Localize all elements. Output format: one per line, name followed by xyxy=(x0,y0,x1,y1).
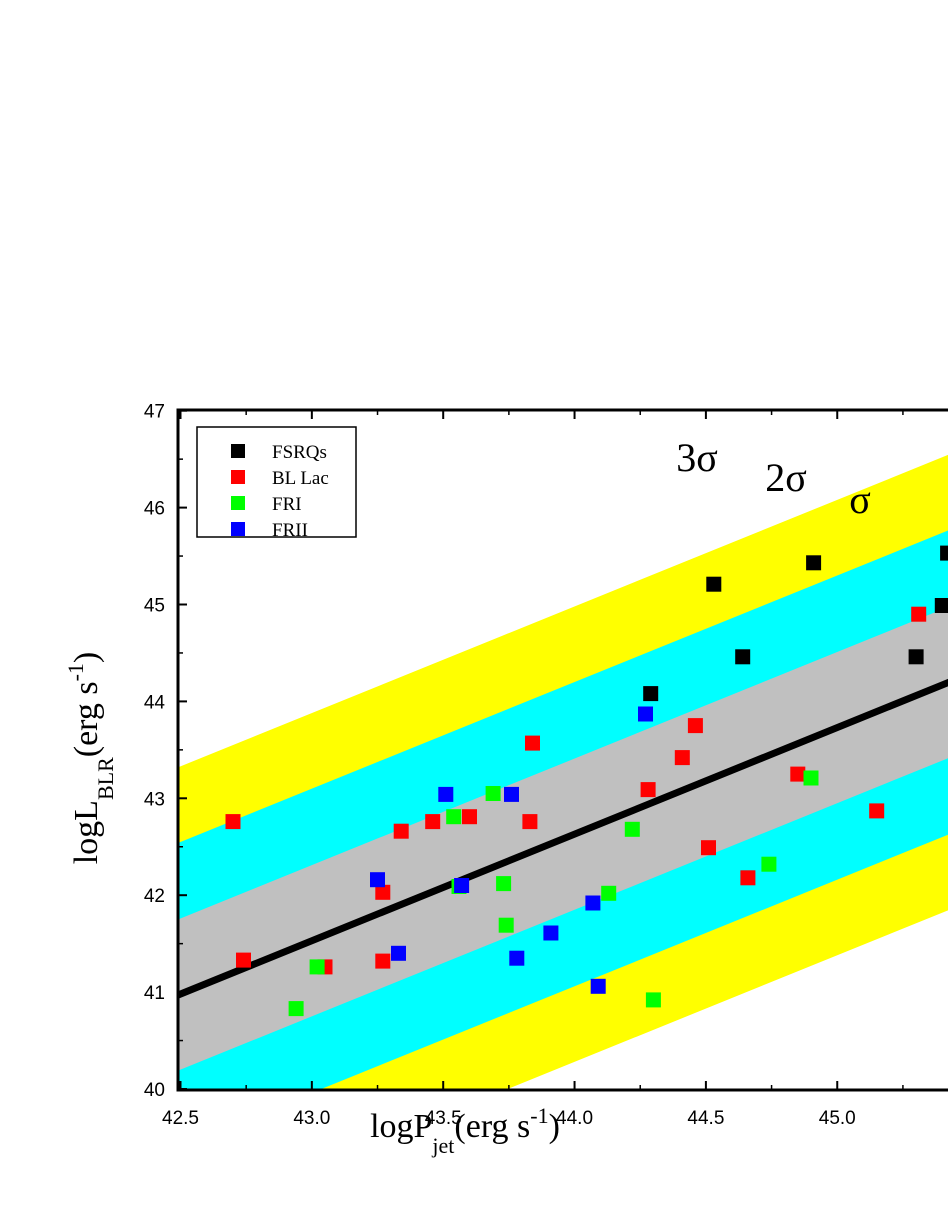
legend-box xyxy=(196,426,357,538)
y-tick-label: 47 xyxy=(144,402,165,423)
point-series3-1 xyxy=(288,1001,304,1017)
point-series2-7 xyxy=(425,814,441,830)
point-series4-7 xyxy=(509,950,525,966)
point-series4-10 xyxy=(590,978,606,994)
y-tick-label: 42 xyxy=(144,886,165,907)
legend-label-3: FRI xyxy=(272,494,302,515)
point-series2-10 xyxy=(525,735,540,751)
point-series4-1 xyxy=(152,1017,167,1032)
point-series2-8 xyxy=(462,809,477,825)
point-series4-5 xyxy=(454,878,470,893)
legend-label-2: BL Lac xyxy=(272,468,329,489)
point-series4-8 xyxy=(543,925,559,941)
y-tick-label: 41 xyxy=(144,983,165,1004)
point-series2-9 xyxy=(522,814,538,830)
point-series2-17 xyxy=(869,803,885,819)
x-tick-label: 44.5 xyxy=(687,1108,724,1129)
point-series1-6 xyxy=(934,598,948,613)
y-tick-label: 45 xyxy=(144,596,165,617)
axes: 42.543.043.544.044.545.045.546.046.54041… xyxy=(144,402,904,1129)
y-tick-label: 43 xyxy=(144,789,165,810)
point-series4-11 xyxy=(638,706,653,722)
point-series2-5 xyxy=(375,953,391,969)
data-points xyxy=(152,545,948,1032)
legend-swatch-3 xyxy=(231,496,245,510)
x-axis-title: logPjet(erg s-1) xyxy=(370,1103,560,1158)
point-series1-2 xyxy=(706,576,722,592)
point-series2-6 xyxy=(393,823,409,839)
fit-line xyxy=(178,678,948,999)
y-tick-label: 44 xyxy=(144,692,166,713)
legend-swatch-2 xyxy=(231,470,245,484)
x-tick-label: 42.5 xyxy=(162,1108,199,1129)
point-series4-9 xyxy=(585,895,601,911)
point-series2-4 xyxy=(375,884,391,900)
point-series4-6 xyxy=(504,786,519,802)
band-labels: 3σ 2σ σ xyxy=(676,435,871,522)
legend-swatch-1 xyxy=(231,444,245,458)
band-label-2: 2σ xyxy=(765,455,807,500)
point-series3-11 xyxy=(761,856,777,872)
y-tick-label: 40 xyxy=(144,1080,165,1101)
svg-text:logLBLR(erg s-1): logLBLR(erg s-1) xyxy=(63,652,118,865)
point-series1-4 xyxy=(806,555,822,571)
point-series2-2 xyxy=(236,952,251,968)
point-series2-16 xyxy=(790,766,806,782)
legend-label-4: FRII xyxy=(272,520,308,541)
x-tick-label: 43.0 xyxy=(293,1108,330,1129)
point-series3-8 xyxy=(601,885,617,901)
point-series3-6 xyxy=(496,876,512,892)
legend-swatch-4 xyxy=(231,522,245,536)
point-series3-7 xyxy=(498,917,514,933)
point-series3-2 xyxy=(309,959,325,975)
point-series2-13 xyxy=(687,718,703,734)
legend: FSRQs BL Lac FRI FRII xyxy=(196,426,357,541)
svg-text:logPjet(erg s-1): logPjet(erg s-1) xyxy=(370,1103,560,1158)
y-axis-title: logLBLR(erg s-1) xyxy=(63,652,118,865)
point-series1-5 xyxy=(908,649,924,665)
x-tick-label: 43.5 xyxy=(425,1108,462,1129)
point-series4-2 xyxy=(370,872,385,888)
fit-line-layer xyxy=(178,678,948,999)
point-series3-10 xyxy=(645,992,661,1008)
point-series1-1 xyxy=(643,686,659,702)
x-tick-label: 45.0 xyxy=(819,1108,856,1129)
y-tick-label: 46 xyxy=(144,499,165,520)
point-series4-3 xyxy=(391,945,406,961)
point-series3-3 xyxy=(446,809,462,825)
point-series2-14 xyxy=(701,840,716,856)
point-series3-9 xyxy=(624,821,640,837)
point-series2-18 xyxy=(911,606,927,622)
point-series1-3 xyxy=(735,649,751,665)
point-series3-12 xyxy=(803,770,819,786)
legend-label-1: FSRQs xyxy=(272,442,327,463)
point-series2-12 xyxy=(674,750,690,766)
point-series2-1 xyxy=(225,814,241,830)
point-series4-4 xyxy=(438,786,454,802)
band-label-3: σ xyxy=(849,477,871,522)
band-label-1: 3σ xyxy=(676,435,718,480)
point-series2-15 xyxy=(740,870,756,886)
point-series1-7 xyxy=(940,545,948,561)
point-series3-5 xyxy=(485,786,501,801)
point-series2-11 xyxy=(640,782,656,798)
x-tick-label: 44.0 xyxy=(556,1108,593,1129)
